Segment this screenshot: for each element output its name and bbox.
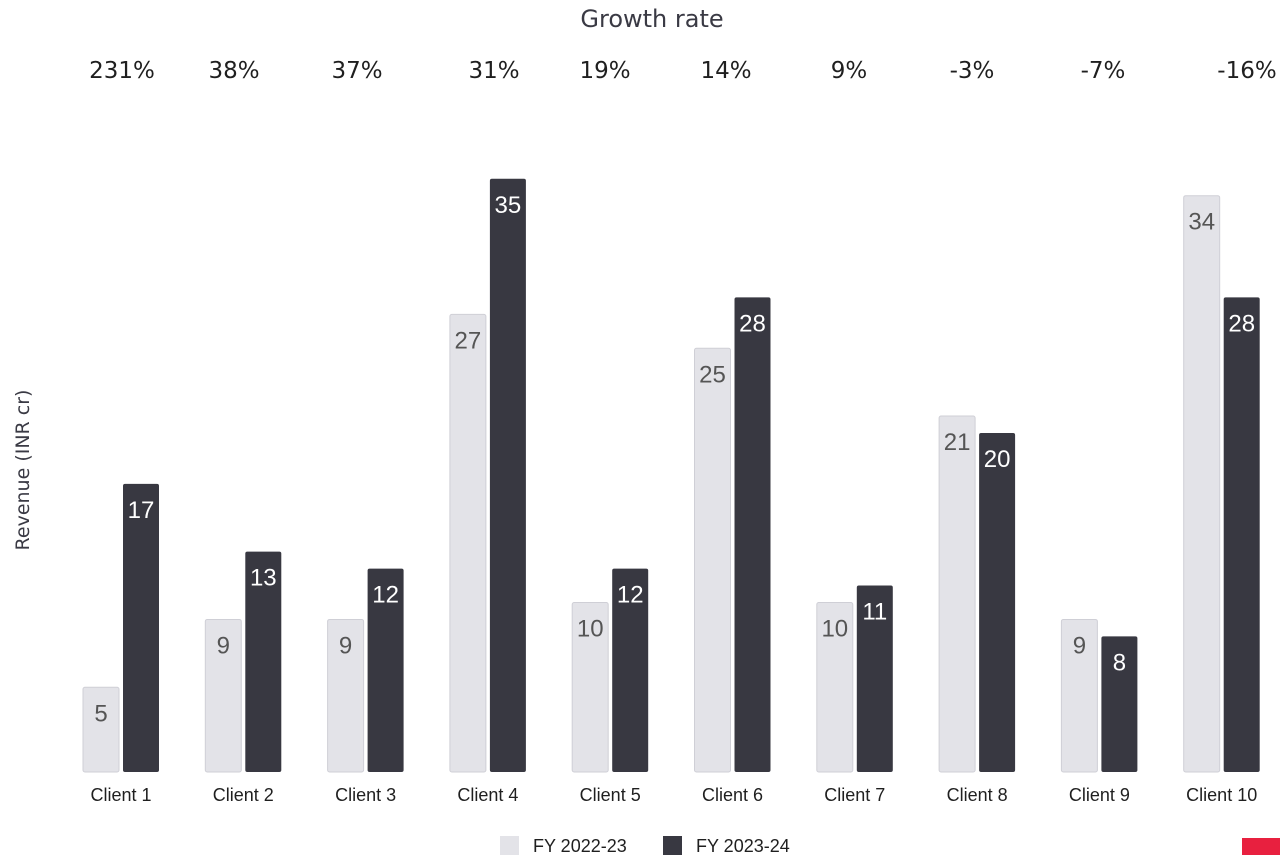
bar-client-10-fy-2022-23	[1183, 195, 1221, 773]
x-tick-label: Client 5	[580, 785, 641, 805]
data-label-client-2-fy-2022-23: 9	[217, 632, 230, 659]
y-axis-label: Revenue (INR cr)	[12, 390, 34, 551]
x-tick-label: Client 10	[1186, 785, 1257, 805]
bar-client-6-fy-2023-24	[734, 297, 771, 772]
growth-rate-row: 231% 38% 37% 31% 19% 14% 9% -3% -7% -16%	[89, 58, 1277, 84]
data-label-client-6-fy-2023-24: 28	[739, 310, 766, 337]
data-label-client-4-fy-2022-23: 27	[455, 327, 482, 354]
growth-rate-label: -16%	[1217, 58, 1276, 84]
legend-swatch-fy-2023-24	[663, 836, 682, 855]
data-label-client-6-fy-2022-23: 25	[699, 361, 726, 388]
bar-client-6-fy-2022-23	[694, 347, 731, 773]
x-tick-label: Client 4	[457, 785, 518, 805]
x-tick-label: Client 3	[335, 785, 396, 805]
chart-title: Growth rate	[580, 5, 723, 33]
bar-client-8-fy-2023-24	[979, 433, 1016, 772]
bar-client-7-fy-2023-24	[856, 585, 893, 772]
bar-client-5-fy-2023-24	[612, 568, 649, 772]
data-label-client-7-fy-2023-24: 11	[862, 599, 887, 626]
bar-client-1-fy-2023-24	[123, 483, 159, 772]
data-label-client-8-fy-2023-24: 20	[984, 446, 1011, 473]
bar-client-4-fy-2022-23	[449, 313, 487, 773]
bar-client-2-fy-2023-24	[245, 551, 282, 772]
data-label-client-9-fy-2022-23: 9	[1073, 632, 1086, 659]
legend-label-fy-2023-24: FY 2023-24	[696, 836, 790, 855]
bar-client-2-fy-2022-23	[204, 618, 242, 773]
growth-rate-label: -3%	[950, 58, 995, 84]
legend: FY 2022-23 FY 2023-24	[500, 836, 790, 855]
data-label-client-8-fy-2022-23: 21	[944, 429, 971, 456]
x-tick-label: Client 8	[947, 785, 1008, 805]
bar-client-1-fy-2022-23	[82, 686, 120, 773]
x-tick-label: Client 2	[213, 785, 274, 805]
data-label-client-5-fy-2023-24: 12	[617, 582, 644, 609]
data-label-client-3-fy-2022-23: 9	[339, 632, 352, 659]
growth-rate-label: 9%	[831, 58, 868, 84]
bar-client-8-fy-2022-23	[938, 415, 976, 773]
bar-client-3-fy-2023-24	[367, 568, 404, 772]
bar-client-7-fy-2022-23	[816, 602, 854, 773]
growth-rate-label: 19%	[579, 58, 630, 84]
data-label-client-2-fy-2023-24: 13	[250, 565, 277, 592]
data-label-client-5-fy-2022-23: 10	[577, 616, 604, 643]
data-label-client-10-fy-2022-23: 34	[1188, 209, 1215, 236]
growth-rate-label: 14%	[700, 58, 751, 84]
x-axis-ticks: Client 1 Client 2 Client 3 Client 4 Client 5…	[90, 785, 1257, 805]
bar-client-9-fy-2022-23	[1060, 618, 1098, 773]
growth-rate-label: 231%	[89, 58, 155, 84]
growth-rate-label: 38%	[208, 58, 259, 84]
bar-client-9-fy-2023-24	[1101, 636, 1138, 772]
brand-accent-mark	[1242, 838, 1280, 855]
x-tick-label: Client 1	[90, 785, 151, 805]
data-label-client-10-fy-2023-24: 28	[1228, 310, 1255, 337]
data-label-client-9-fy-2023-24: 8	[1113, 649, 1126, 676]
x-tick-label: Client 6	[702, 785, 763, 805]
legend-label-fy-2022-23: FY 2022-23	[533, 836, 627, 855]
growth-rate-label: -7%	[1081, 58, 1126, 84]
x-tick-label: Client 7	[824, 785, 885, 805]
bar-client-3-fy-2022-23	[327, 618, 365, 773]
bar-client-5-fy-2022-23	[571, 602, 609, 773]
data-label-client-7-fy-2022-23: 10	[821, 616, 848, 643]
data-label-client-4-fy-2023-24: 35	[495, 192, 522, 219]
growth-rate-label: 37%	[331, 58, 382, 84]
bar-client-10-fy-2023-24	[1223, 297, 1260, 772]
data-label-client-1-fy-2023-24: 17	[128, 497, 155, 524]
bar-client-4-fy-2023-24	[489, 178, 526, 772]
legend-swatch-fy-2022-23	[500, 836, 519, 855]
growth-rate-label: 31%	[468, 58, 519, 84]
data-label-client-3-fy-2023-24: 12	[372, 582, 399, 609]
x-tick-label: Client 9	[1069, 785, 1130, 805]
data-label-client-1-fy-2022-23: 5	[94, 700, 107, 727]
